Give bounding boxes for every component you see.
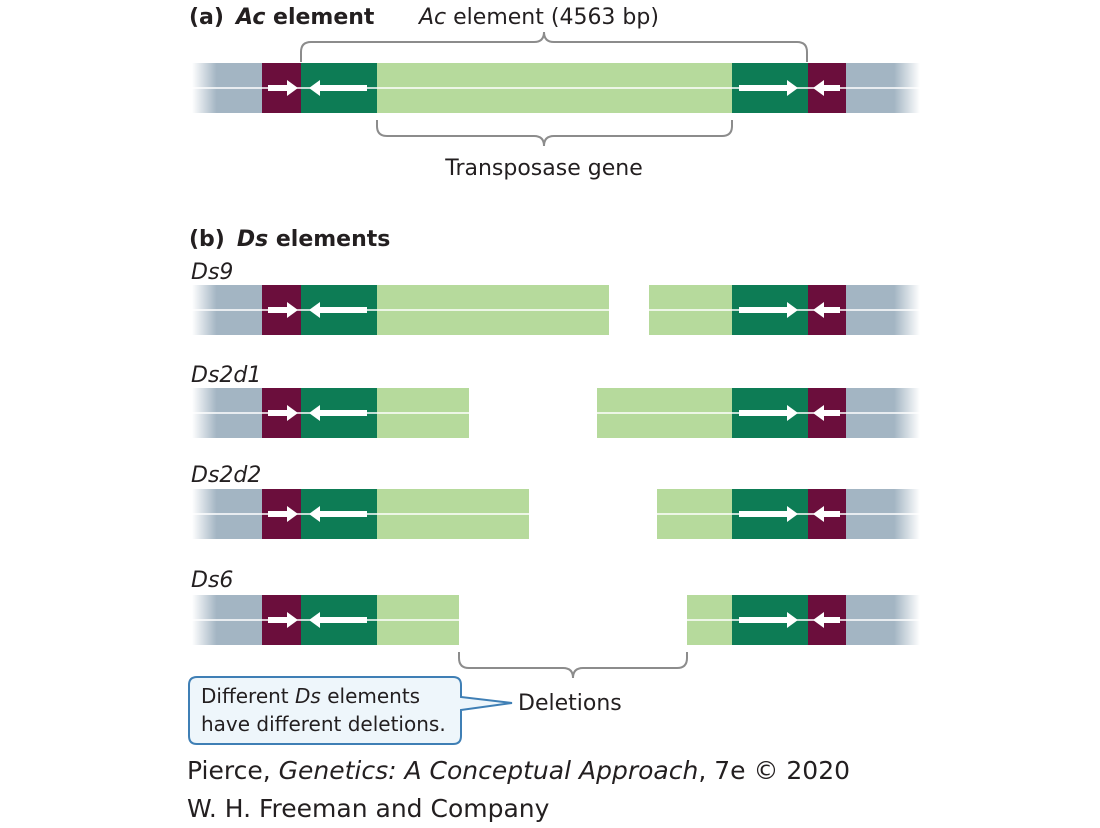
repeat-arrow-right-icon <box>268 506 298 522</box>
panel-b-title: (b) Ds elements <box>189 227 390 252</box>
ac-element-brace <box>300 31 808 62</box>
callout-line-1: Different Ds elements <box>201 684 420 708</box>
terminal-arrow-right-icon <box>739 80 798 96</box>
credit-line-1: Pierce, Genetics: A Conceptual Approach,… <box>187 756 851 785</box>
callout-line-2: have different deletions. <box>201 712 446 736</box>
terminal-arrow-left-icon <box>309 302 367 318</box>
terminal-arrow-left-icon <box>309 506 367 522</box>
repeat-arrow-left-icon <box>813 612 840 628</box>
terminal-arrow-right-icon <box>739 302 798 318</box>
repeat-arrow-left-icon <box>813 302 840 318</box>
credit-line: Pierce, Genetics: A Conceptual Approach,… <box>187 752 850 828</box>
terminal-arrow-left-icon <box>309 80 367 96</box>
credit-line-2: W. H. Freeman and Company <box>187 794 550 823</box>
repeat-arrow-left-icon <box>813 506 840 522</box>
ds9-label: Ds9 <box>191 260 233 285</box>
deletions-label: Deletions <box>518 691 622 716</box>
terminal-arrow-left-icon <box>309 405 367 421</box>
terminal-arrow-right-icon <box>739 612 798 628</box>
repeat-arrow-right-icon <box>268 302 298 318</box>
panel-a-title: (a) Ac element <box>189 5 375 30</box>
ds9-track <box>192 285 920 335</box>
ds2d1-track <box>192 388 920 438</box>
deletions-brace <box>458 652 688 679</box>
ds2d1-label: Ds2d1 <box>191 363 261 388</box>
repeat-arrow-left-icon <box>813 405 840 421</box>
callout: Different Ds elements have different del… <box>188 676 513 745</box>
terminal-arrow-right-icon <box>739 506 798 522</box>
ac-element-track <box>192 63 920 113</box>
repeat-arrow-left-icon <box>813 80 840 96</box>
ds2d2-label: Ds2d2 <box>191 463 261 488</box>
terminal-arrow-right-icon <box>739 405 798 421</box>
callout-box <box>188 676 513 745</box>
ds2d2-track <box>192 489 920 539</box>
terminal-arrow-left-icon <box>309 612 367 628</box>
element-size-label: Ac element (4563 bp) <box>417 5 659 30</box>
transposase-gene-brace <box>376 120 733 147</box>
ac-ds-diagram: (a) Ac element Ac element (4563 bp) Trans… <box>188 5 920 745</box>
repeat-arrow-right-icon <box>268 405 298 421</box>
repeat-arrow-right-icon <box>268 80 298 96</box>
repeat-arrow-right-icon <box>268 612 298 628</box>
transposase-gene-label: Transposase gene <box>444 156 642 181</box>
ds6-track <box>192 595 920 645</box>
ds6-label: Ds6 <box>191 568 233 593</box>
